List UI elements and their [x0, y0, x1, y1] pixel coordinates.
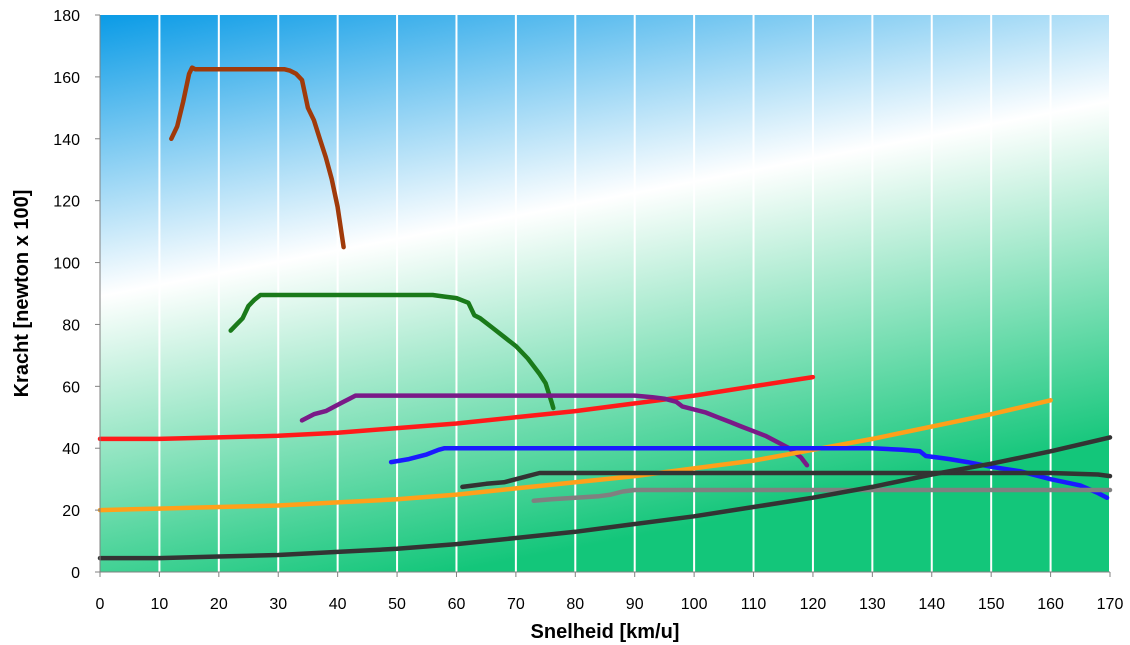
series-line-9: [97, 435, 1113, 561]
series-group: [97, 65, 1113, 561]
x-tick-label: 110: [741, 596, 767, 613]
x-tick-label: 40: [329, 596, 347, 613]
x-tick-label: 140: [918, 596, 945, 613]
x-tick-label: 10: [151, 596, 169, 613]
x-tick-label: 30: [269, 596, 287, 613]
gridlines: [158, 15, 1111, 572]
series-line-8: [531, 487, 1113, 504]
x-tick-label: 20: [210, 596, 228, 613]
y-tick-label: 180: [53, 8, 80, 25]
x-tick-label: 120: [800, 596, 827, 613]
x-tick-label: 50: [388, 596, 406, 613]
y-tick-label: 0: [71, 565, 80, 582]
axes: [95, 14, 1111, 577]
x-tick-label: 80: [566, 596, 584, 613]
y-tick-label: 80: [62, 317, 80, 334]
x-tick-label: 170: [1097, 596, 1124, 613]
series-line-2: [228, 292, 556, 411]
y-tick-label: 160: [53, 70, 80, 87]
y-tick-label: 140: [53, 132, 80, 149]
x-tick-label: 130: [859, 596, 886, 613]
x-tick-label: 70: [507, 596, 525, 613]
x-tick-label: 100: [681, 596, 708, 613]
x-tick-label: 90: [626, 596, 644, 613]
x-tick-label: 60: [448, 596, 466, 613]
y-tick-label: 20: [62, 503, 80, 520]
series-line-1: [169, 65, 346, 250]
x-tick-label: 150: [978, 596, 1005, 613]
series-line-7: [460, 470, 1113, 490]
tick-labels: 0 20 40 60 80 100 120 140 160 180 0 10 20 30 40 50 60 70 8…: [53, 8, 1123, 613]
series-line-4: [299, 393, 810, 468]
series-line-3: [97, 374, 816, 442]
y-tick-label: 120: [53, 194, 80, 211]
y-tick-label: 40: [62, 441, 80, 458]
x-tick-label: 160: [1037, 596, 1064, 613]
x-axis-title: Snelheid [km/u]: [531, 621, 680, 643]
y-tick-label: 100: [53, 256, 80, 273]
y-axis-title: Kracht [newton x 100]: [11, 190, 33, 398]
x-tick-label: 0: [96, 596, 105, 613]
series-line-5: [97, 398, 1053, 513]
y-tick-label: 60: [62, 379, 80, 396]
